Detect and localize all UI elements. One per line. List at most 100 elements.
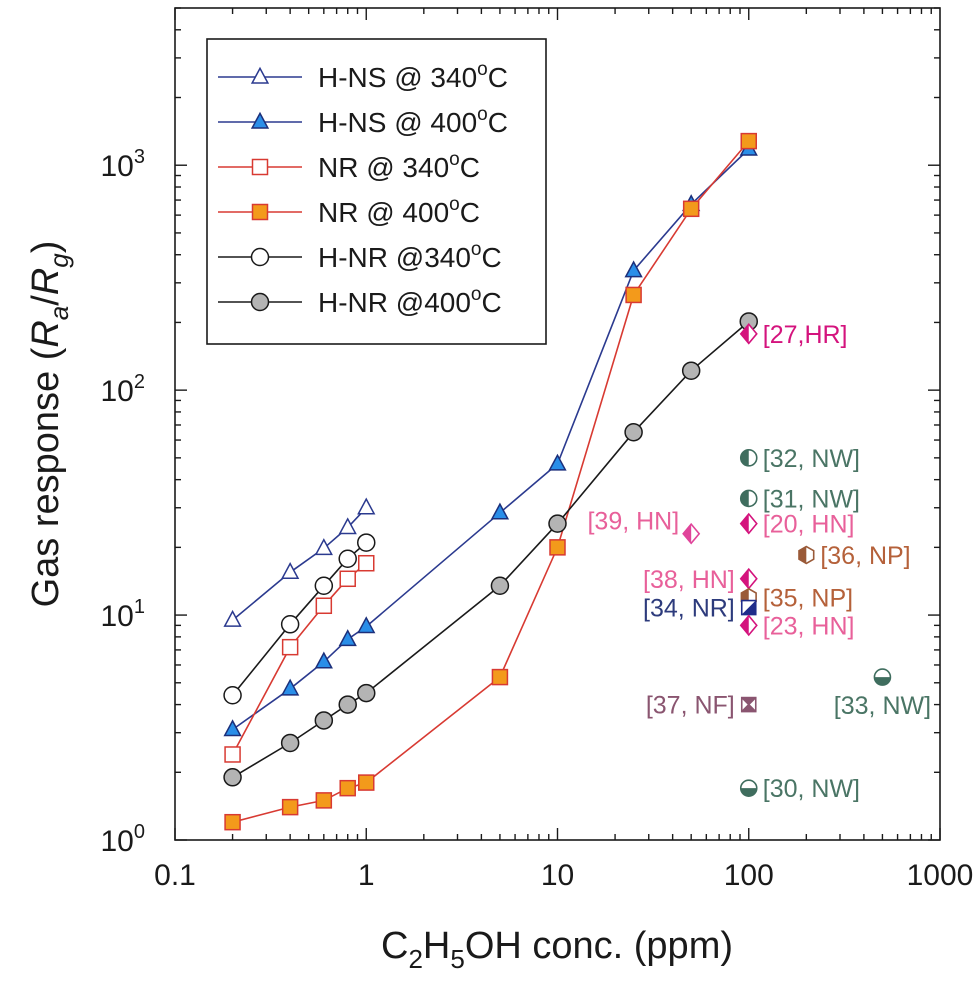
- legend-label-main: H-NR @340: [318, 242, 471, 273]
- data-point: [357, 616, 376, 634]
- series-2: [224, 554, 375, 763]
- legend-label-deg: o: [449, 149, 460, 170]
- data-point: [223, 719, 242, 737]
- data-point: [357, 533, 376, 552]
- legend-label: H-NS @ 340oC: [318, 59, 508, 93]
- ref-point: [38, HN]: [643, 566, 758, 594]
- legend-label-deg: o: [477, 104, 488, 125]
- legend-label-unit: C: [460, 152, 480, 183]
- ref-point: [36, NP]: [798, 542, 911, 570]
- data-point: [314, 651, 333, 669]
- legend-entry: H-NS @ 400oC: [218, 104, 508, 138]
- ref-label: [35, NP]: [763, 584, 853, 612]
- legend-marker: [250, 111, 270, 129]
- y-tick-label: 102: [101, 371, 146, 408]
- y-tick-exp: 1: [134, 596, 145, 618]
- data-point: [682, 200, 700, 218]
- x-title-mid: H: [423, 925, 450, 967]
- ref-label: [20, HN]: [763, 511, 855, 539]
- data-point: [624, 422, 643, 442]
- ref-marker-half: [683, 524, 692, 544]
- series-line: [231, 562, 367, 755]
- data-point: [223, 768, 242, 787]
- data-point: [681, 361, 701, 380]
- data-point: [338, 517, 357, 535]
- y-tick-exp: 3: [134, 146, 145, 168]
- ref-point: [31, NW]: [739, 485, 860, 513]
- data-point: [281, 562, 300, 580]
- ref-marker-half: [740, 490, 749, 507]
- x-tick-label: 100: [724, 859, 774, 892]
- legend-label-unit: C: [481, 242, 501, 273]
- legend-label-main: H-NS @ 340: [318, 62, 477, 93]
- y-title-b: R: [25, 268, 67, 295]
- legend-label: NR @ 400oC: [318, 194, 480, 228]
- ref-label: [33, NW]: [834, 692, 931, 720]
- ref-marker-half: [741, 600, 756, 615]
- y-title-b-sub: g: [44, 253, 74, 268]
- y-title-post: ): [25, 241, 67, 254]
- legend-label: H-NR @340oC: [318, 239, 502, 273]
- data-point: [740, 132, 757, 150]
- data-point: [624, 260, 643, 278]
- ref-marker-half: [740, 449, 749, 466]
- x-tick-label: 1: [358, 859, 375, 892]
- data-point: [357, 497, 376, 515]
- y-title-pre: Gas response (: [25, 347, 67, 607]
- ref-label: [37, NF]: [646, 692, 735, 720]
- y-title-a: R: [25, 320, 67, 347]
- ref-label: [39, HN]: [587, 508, 679, 536]
- legend-entry: H-NR @340oC: [218, 239, 502, 273]
- data-point: [357, 683, 376, 703]
- y-tick-exp: 0: [134, 821, 145, 843]
- ref-point: [23, HN]: [739, 612, 854, 640]
- legend-label-main: H-NS @ 400: [318, 107, 477, 138]
- ref-point: [33, NW]: [834, 668, 931, 720]
- y-tick-base: 10: [101, 600, 134, 633]
- y-tick-label: 101: [101, 596, 146, 633]
- data-point: [548, 514, 567, 533]
- legend-label: H-NR @400oC: [318, 284, 502, 318]
- data-point: [338, 629, 357, 647]
- ref-point: [39, HN]: [587, 508, 701, 545]
- series-line: [232, 320, 750, 778]
- legend-marker: [251, 203, 269, 221]
- x-axis-title: C2H5OH conc. (ppm): [381, 925, 733, 974]
- y-axis-title: Gas response (Ra/Rg): [25, 241, 74, 608]
- legend-marker: [251, 158, 269, 176]
- ref-marker-half: [874, 677, 891, 686]
- legend-label-deg: o: [471, 284, 482, 305]
- y-title-a-sub: a: [44, 306, 74, 320]
- data-point: [549, 539, 566, 556]
- series-3: [224, 132, 757, 831]
- ref-point: [35, NP]: [740, 584, 853, 612]
- data-point: [224, 813, 241, 831]
- y-tick-label: 100: [101, 821, 146, 858]
- ref-label: [32, NW]: [763, 445, 860, 473]
- x-title-base: C: [381, 925, 408, 967]
- legend-label-unit: C: [481, 287, 501, 318]
- ref-point: [20, HN]: [739, 511, 855, 539]
- legend-label-unit: C: [460, 197, 480, 228]
- ref-label: [30, NW]: [763, 775, 860, 803]
- ref-label: [36, NP]: [820, 542, 910, 570]
- ref-point: [34, NR]: [643, 595, 757, 623]
- data-point: [625, 286, 642, 304]
- x-title-sub-1: 2: [408, 944, 422, 974]
- data-point: [314, 576, 334, 596]
- data-point: [224, 746, 241, 763]
- ref-marker-half: [798, 546, 807, 564]
- data-point: [280, 615, 300, 634]
- ref-marker-half: [740, 514, 749, 534]
- data-point: [339, 570, 356, 588]
- series-5: [223, 312, 758, 787]
- y-title-slash: /: [25, 295, 67, 306]
- x-tick-label: 10: [541, 859, 574, 892]
- data-point: [281, 638, 299, 656]
- data-point: [358, 774, 375, 791]
- x-title-end: OH conc. (ppm): [465, 925, 733, 967]
- ref-marker-half: [741, 704, 756, 712]
- legend-entry: NR @ 340oC: [218, 149, 480, 183]
